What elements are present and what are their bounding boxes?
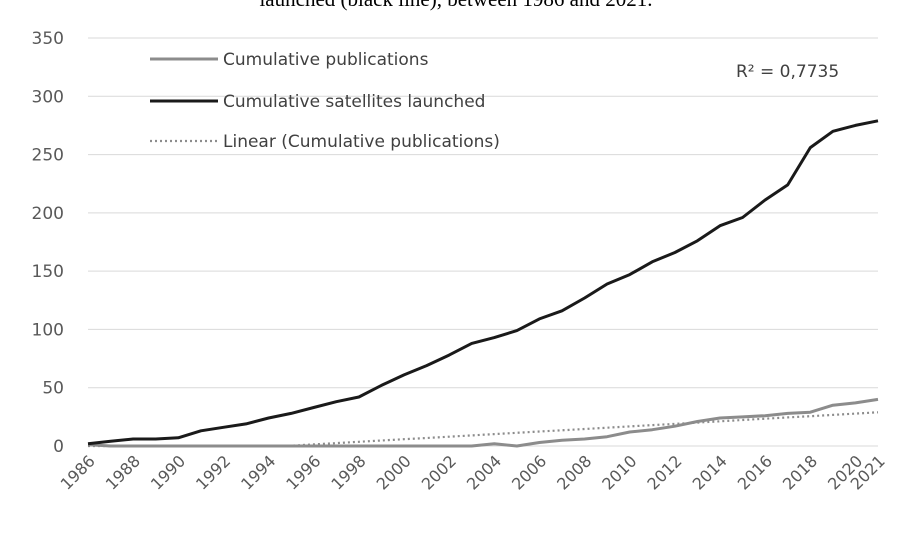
- r-squared-annotation: R² = 0,7735: [736, 62, 839, 82]
- y-tick-label: 0: [53, 437, 64, 457]
- y-axis-ticks: 0 50 100 150 200 250 300 350: [32, 29, 64, 457]
- series-lines: [87, 119, 879, 448]
- x-tick-label: 2010: [598, 451, 640, 493]
- x-tick-label: 1994: [237, 451, 279, 493]
- x-tick-label: 1988: [102, 451, 144, 493]
- y-tick-label: 100: [32, 320, 64, 340]
- legend-label-1: Cumulative satellites launched: [223, 92, 485, 112]
- y-tick-label: 250: [32, 146, 64, 166]
- x-tick-label: 1992: [192, 451, 234, 493]
- x-tick-label: 2014: [689, 451, 731, 493]
- y-tick-label: 350: [32, 29, 64, 49]
- x-axis-ticks: 1986 1988 1990 1992 1994 1996 1998 2000 2002 2004…: [57, 451, 889, 493]
- x-tick-label: 2012: [643, 451, 685, 493]
- chart-caption: launched (black line), between 1986 and …: [0, 0, 912, 12]
- x-tick-label: 1998: [327, 451, 369, 493]
- series-line-0: [87, 397, 879, 448]
- y-tick-label: 150: [32, 262, 64, 282]
- y-tick-label: 300: [32, 87, 64, 107]
- x-tick-label: 2006: [508, 451, 550, 493]
- series-line-1: [87, 119, 879, 446]
- x-tick-label: 2016: [734, 451, 776, 493]
- y-tick-label: 50: [42, 379, 64, 399]
- x-tick-label: 2002: [418, 451, 460, 493]
- x-tick-label: 2018: [779, 451, 821, 493]
- x-tick-label: 2004: [463, 451, 505, 493]
- y-tick-label: 200: [32, 204, 64, 224]
- legend-label-0: Cumulative publications: [223, 50, 429, 70]
- x-tick-label: 1986: [57, 451, 99, 493]
- x-tick-label: 2000: [373, 451, 415, 493]
- legend: Cumulative publications Cumulative satell…: [150, 50, 500, 152]
- x-tick-label: 1990: [147, 451, 189, 493]
- x-tick-label: 2008: [553, 451, 595, 493]
- legend-label-2: Linear (Cumulative publications): [223, 132, 500, 152]
- x-tick-label: 1996: [282, 451, 324, 493]
